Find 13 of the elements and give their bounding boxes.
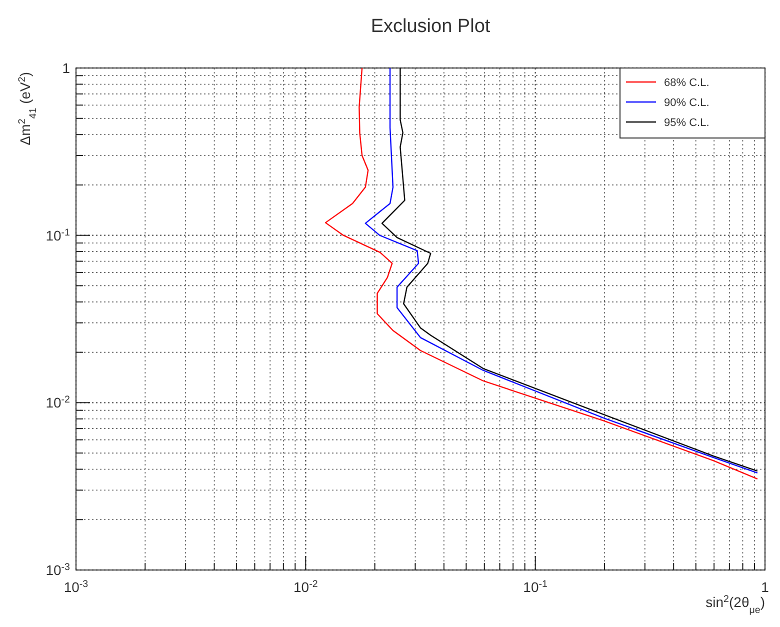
y-tick-label: 10$^{-3}$ <box>46 562 71 578</box>
y-tick-label: 1 <box>62 60 70 76</box>
x-axis-title: sin$^{2}$(2θ$_{μe}$) <box>706 594 765 616</box>
legend-label: 90% C.L. <box>664 97 710 109</box>
chart-title: Exclusion Plot <box>370 16 491 37</box>
x-tick-label: 1 <box>761 579 770 595</box>
legend-label: 95% C.L. <box>664 117 710 129</box>
x-tick-label: 10$^{-3}$ <box>64 578 89 595</box>
x-tick-label: 10$^{-1}$ <box>523 578 548 595</box>
y-tick-label: 10$^{-2}$ <box>46 394 70 411</box>
y-tick-label: 10$^{-1}$ <box>46 226 70 244</box>
x-tick-label: 10$^{-2}$ <box>294 578 318 595</box>
legend-label: 68% C.L. <box>664 77 710 89</box>
